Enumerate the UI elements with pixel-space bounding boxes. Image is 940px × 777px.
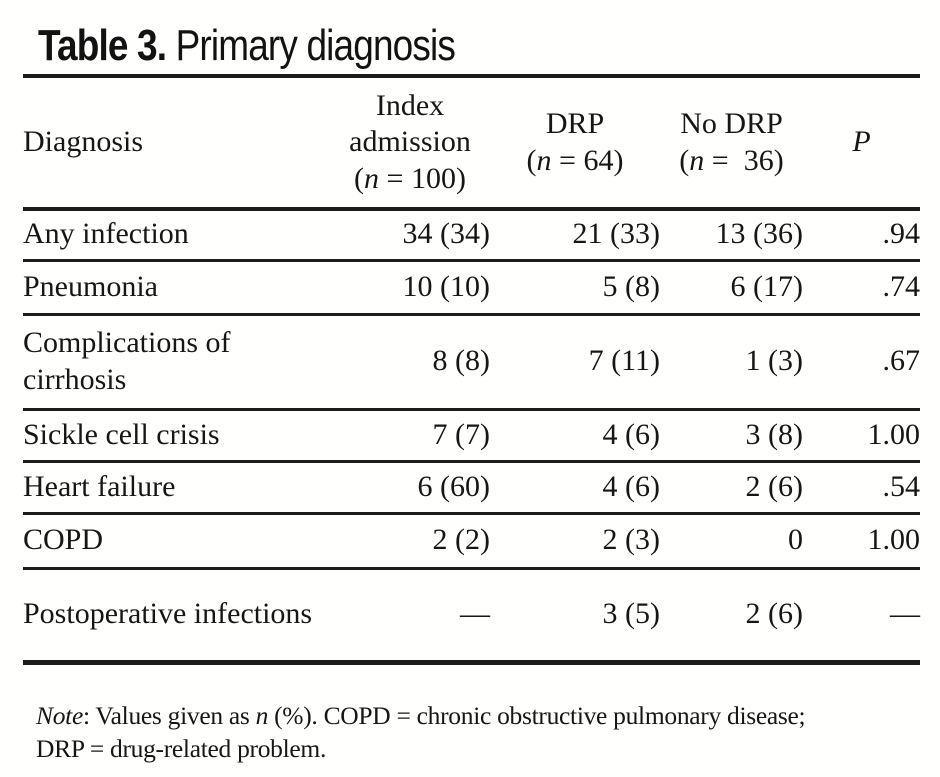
no-drp-cell: 0 <box>660 513 803 570</box>
no-drp-cell: 1 (3) <box>660 314 803 411</box>
note-label: Note <box>36 701 83 730</box>
index-admission-cell: 7 (7) <box>330 409 490 463</box>
drp-cell: 2 (3) <box>490 513 660 570</box>
header-index-admission: Index admission (n = 100) <box>330 76 490 211</box>
p-value-cell: .67 <box>803 314 920 411</box>
index-admission-cell: 2 (2) <box>330 513 490 570</box>
p-value-cell: .54 <box>803 461 920 515</box>
diagnosis-cell: Pneumonia <box>23 260 330 316</box>
table-footnote: Note: Values given as n (%). COPD = chro… <box>36 699 926 765</box>
drp-cell: 5 (8) <box>490 260 660 316</box>
footnote-line-2: DRP = drug-related problem. <box>36 734 327 764</box>
diagnosis-cell: Sickle cell crisis <box>23 409 330 463</box>
n-symbol: n <box>536 143 552 177</box>
diagnosis-cell: COPD <box>23 513 330 570</box>
diagnosis-cell: Complications of cirrhosis <box>23 314 330 411</box>
table-title: Table 3. Primary diagnosis <box>38 21 456 71</box>
footnote-line-1: Note: Values given as n (%). COPD = chro… <box>36 701 806 730</box>
index-admission-cell: 10 (10) <box>330 260 490 316</box>
primary-diagnosis-table: Diagnosis Index admission (n = 100) DRP … <box>23 74 920 665</box>
drp-cell: 4 (6) <box>490 409 660 463</box>
no-drp-cell: 2 (6) <box>660 461 803 515</box>
no-drp-cell: 13 (36) <box>660 209 803 262</box>
header-no-drp: No DRP (n = 36) <box>660 76 803 211</box>
no-drp-cell: 6 (17) <box>660 260 803 316</box>
drp-cell: 7 (11) <box>490 314 660 411</box>
table-row: Postoperative infections —3 (5) 2 (6) — <box>23 568 920 665</box>
index-admission-cell: 6 (60) <box>330 461 490 515</box>
n-symbol: n <box>689 143 705 177</box>
table-number-label: Table 3. <box>38 21 167 70</box>
diagnosis-cell: Postoperative infections <box>23 568 330 665</box>
header-row: Diagnosis Index admission (n = 100) DRP … <box>23 76 920 211</box>
p-value-cell: 1.00 <box>803 409 920 463</box>
table-body: Any infection 34 (34) 21 (33) 13 (36) .94 Pne… <box>23 209 920 665</box>
drp-cell: 21 (33) <box>490 209 660 262</box>
p-value-cell: — <box>803 568 920 665</box>
p-value-cell: .74 <box>803 260 920 316</box>
table-row: COPD 2 (2) 2 (3) 0 1.00 <box>23 513 920 570</box>
p-value-cell: 1.00 <box>803 513 920 570</box>
table-row: Pneumonia 10 (10) 5 (8) 6 (17) .74 <box>23 260 920 316</box>
no-drp-cell: 3 (8) <box>660 409 803 463</box>
drp-cell: 4 (6) <box>490 461 660 515</box>
table-row: Any infection 34 (34) 21 (33) 13 (36) .94 <box>23 209 920 262</box>
table-title-text: Primary diagnosis <box>175 21 456 70</box>
index-admission-cell: 8 (8) <box>330 314 490 411</box>
diagnosis-cell: Heart failure <box>23 461 330 515</box>
index-admission-cell: — <box>330 568 490 665</box>
drp-cell: 3 (5) <box>490 568 660 665</box>
n-symbol: n <box>364 161 380 195</box>
header-drp: DRP (n = 64) <box>490 76 660 211</box>
no-drp-cell: 2 (6) <box>660 568 803 665</box>
n-symbol: n <box>255 701 269 730</box>
p-value-cell: .94 <box>803 209 920 262</box>
header-p-value: P <box>803 76 920 211</box>
table-row: Sickle cell crisis 7 (7) 4 (6) 3 (8) 1.00 <box>23 409 920 463</box>
index-admission-cell: 34 (34) <box>330 209 490 262</box>
diagnosis-cell: Any infection <box>23 209 330 262</box>
table-row: Heart failure 6 (60) 4 (6) 2 (6) .54 <box>23 461 920 515</box>
table-row: Complications of cirrhosis 8 (8) 7 (11) 1 (… <box>23 314 920 411</box>
header-diagnosis: Diagnosis <box>23 76 330 211</box>
